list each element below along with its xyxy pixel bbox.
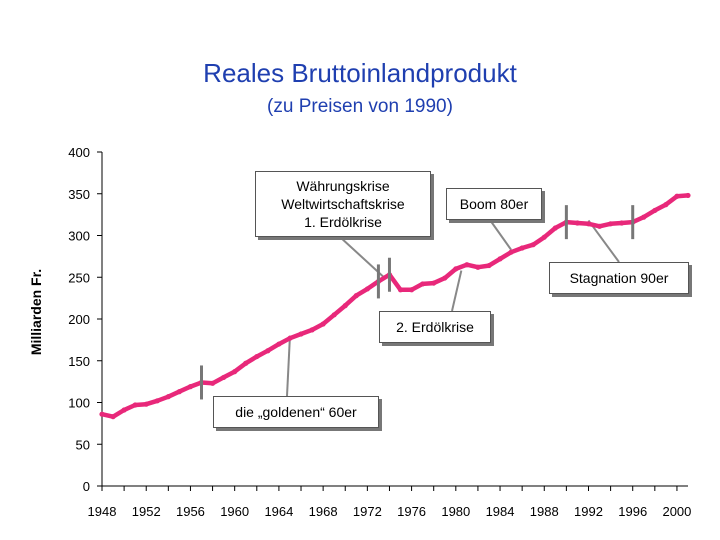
axes: 0 50 100 150 200 250 300 350 400 1948 1952 1956 1960… xyxy=(68,145,691,519)
data-point xyxy=(309,327,315,333)
callout-line xyxy=(451,270,463,312)
x-tick-label: 1980 xyxy=(441,504,470,519)
x-tick-label: 1992 xyxy=(574,504,603,519)
y-tick-label: 200 xyxy=(68,312,90,327)
data-point xyxy=(298,331,304,337)
y-tick-label: 100 xyxy=(68,396,90,411)
x-tick-label: 1948 xyxy=(88,504,117,519)
data-point xyxy=(221,374,227,381)
data-point xyxy=(276,341,282,347)
data-point xyxy=(541,234,547,240)
data-point xyxy=(652,207,658,214)
y-tick-label: 400 xyxy=(68,145,90,160)
data-point xyxy=(486,262,492,269)
annotation-goldene-60er-text: die „goldenen“ 60er xyxy=(235,404,357,420)
annotation-waehrungskrise-text: Währungskrise Weltwirtschaftskrise 1. Erdö… xyxy=(281,178,405,230)
data-point xyxy=(121,407,127,413)
plot-area xyxy=(99,192,691,420)
data-point xyxy=(442,275,448,281)
data-point xyxy=(320,321,326,327)
x-tick-label: 1956 xyxy=(176,504,205,519)
y-tick-label: 0 xyxy=(83,479,90,494)
data-point xyxy=(342,303,348,309)
callout-line xyxy=(489,219,512,251)
data-point xyxy=(99,411,105,417)
data-point xyxy=(530,242,536,248)
data-point xyxy=(232,369,238,375)
data-point xyxy=(165,394,171,400)
annotation-boom-80er: Boom 80er xyxy=(446,188,542,220)
data-point xyxy=(110,414,116,420)
data-point xyxy=(397,287,404,293)
annotation-zweite-erdoelkrise: 2. Erdölkrise xyxy=(379,311,491,343)
x-tick-label: 1968 xyxy=(309,504,338,519)
data-point xyxy=(209,380,216,386)
y-axis-label: Milliarden Fr. xyxy=(28,269,44,355)
x-tick-label: 1996 xyxy=(618,504,647,519)
data-point xyxy=(497,256,503,262)
data-point xyxy=(685,192,691,199)
data-point xyxy=(408,287,415,293)
x-tick-label: 1984 xyxy=(486,504,515,519)
data-point xyxy=(154,398,160,404)
data-point xyxy=(641,214,647,220)
data-point xyxy=(431,280,437,286)
y-tick-label: 150 xyxy=(68,354,90,369)
data-point xyxy=(254,353,260,360)
annotation-stagnation-90er-text: Stagnation 90er xyxy=(569,270,669,286)
data-point xyxy=(596,223,603,229)
annotation-waehrungskrise: Währungskrise Weltwirtschaftskrise 1. Erdö… xyxy=(255,171,431,237)
data-point xyxy=(364,286,370,292)
x-tick-label: 1960 xyxy=(220,504,249,519)
x-tick-label: 1976 xyxy=(397,504,426,519)
annotation-zweite-erdoelkrise-text: 2. Erdölkrise xyxy=(396,319,474,335)
y-tick-label: 250 xyxy=(68,270,90,285)
callout-line xyxy=(286,335,291,397)
data-point xyxy=(187,384,194,390)
y-tick-label: 300 xyxy=(68,229,90,244)
chart-title: Reales Bruttoinlandprodukt xyxy=(203,58,517,88)
data-point xyxy=(519,245,525,251)
data-point xyxy=(453,266,459,272)
data-point xyxy=(475,264,481,270)
y-tick-label: 50 xyxy=(76,437,90,452)
x-tick-label: 2000 xyxy=(662,504,691,519)
data-point xyxy=(663,202,669,208)
data-point xyxy=(585,221,592,227)
data-point xyxy=(132,402,138,408)
data-point xyxy=(143,401,149,407)
callout-line xyxy=(587,219,620,263)
data-point xyxy=(265,348,271,354)
data-point xyxy=(287,335,293,341)
data-point xyxy=(353,293,359,299)
x-tick-label: 1972 xyxy=(353,504,382,519)
data-point xyxy=(619,220,625,226)
data-point xyxy=(331,312,337,318)
data-point xyxy=(420,281,426,287)
data-point xyxy=(464,262,470,268)
x-tick-label: 1964 xyxy=(264,504,293,519)
data-point xyxy=(508,249,514,255)
chart-subtitle: (zu Preisen von 1990) xyxy=(267,96,453,117)
data-point xyxy=(608,221,614,227)
x-tick-label: 1952 xyxy=(132,504,161,519)
data-point xyxy=(574,220,581,226)
data-point xyxy=(552,225,558,231)
annotation-goldene-60er: die „goldenen“ 60er xyxy=(213,396,379,428)
data-point xyxy=(243,360,249,366)
data-point xyxy=(674,193,680,199)
callout-lines xyxy=(286,219,620,397)
y-tick-label: 350 xyxy=(68,187,90,202)
annotation-boom-80er-text: Boom 80er xyxy=(459,196,529,212)
x-tick-label: 1988 xyxy=(530,504,559,519)
annotation-stagnation-90er: Stagnation 90er xyxy=(549,262,689,294)
data-point xyxy=(176,389,182,395)
callout-line xyxy=(339,236,385,278)
